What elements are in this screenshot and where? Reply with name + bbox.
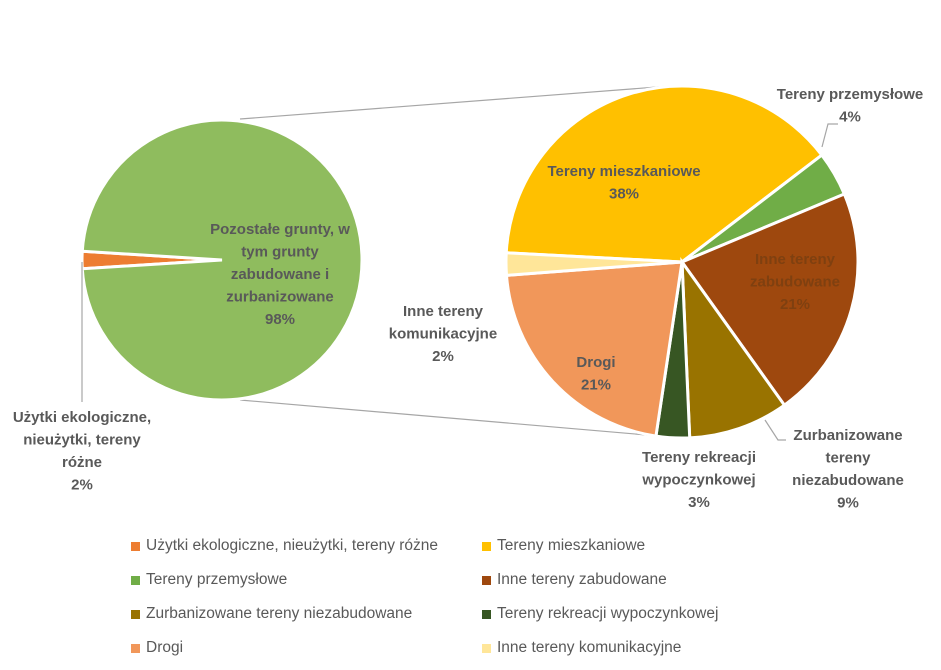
secondary-slice-inne-tereny-zabudowane: [679, 192, 860, 408]
legend-label: Użytki ekologiczne, nieużytki, tereny ró…: [146, 537, 439, 554]
legend-label: Zurbanizowane tereny niezabudowane: [146, 605, 413, 622]
legend-item-inne-tereny-komunikacyjne: Inne tereny komunikacyjne: [482, 639, 681, 657]
secondary-slice-inne-tereny-komunikacyjne: [504, 251, 683, 277]
legend-label: Tereny rekreacji wypoczynkowej: [497, 605, 719, 622]
primary-pie: [80, 118, 364, 402]
legend-swatch: [482, 609, 491, 619]
legend-item-tereny-rekreacji-wypoczynkowej: Tereny rekreacji wypoczynkowej: [482, 605, 718, 623]
connector-line-top: [239, 85, 671, 120]
data-labels: Użytki ekologiczne, nieużytki, tereny różn…: [13, 86, 923, 512]
leader-line-przemyslowe: [821, 123, 838, 148]
secondary-slice-tereny-mieszkaniowe: [504, 84, 824, 264]
legend-swatch: [482, 541, 491, 551]
legend-swatch: [131, 609, 140, 619]
label-tereny-mieszkaniowe: Tereny mieszkaniowe 38%: [547, 163, 700, 203]
legend-item-inne-tereny-zabudowane: Inne tereny zabudowane: [482, 571, 667, 589]
legend-label: Drogi: [146, 639, 184, 656]
secondary-slice-zurbanizowane-tereny-niezabudowane: [680, 257, 787, 440]
leader-lines: [81, 123, 838, 441]
legend-label: Tereny przemysłowe: [146, 571, 288, 588]
label-tereny-rekreacji-wypoczynkowej: Tereny rekreacji wypoczynkowej 3%: [641, 449, 756, 511]
label-pozostale-grunty: Pozostałe grunty, w tym grunty zabudowane …: [210, 221, 350, 328]
label-drogi: Drogi 21%: [576, 354, 615, 394]
legend-item-uzytki-ekologiczne-nieuzytki-tereny-rozne: Użytki ekologiczne, nieużytki, tereny ró…: [131, 537, 438, 555]
legend-swatch: [131, 575, 140, 585]
primary-slice-pozostale-grunty-w-tym-grunty-: [80, 118, 364, 402]
label-uzytki-ekologiczne: Użytki ekologiczne, nieużytki, tereny różn…: [13, 409, 151, 494]
legend-item-zurbanizowane-tereny-niezabudowane: Zurbanizowane tereny niezabudowane: [131, 605, 412, 623]
label-zurbanizowane-tereny-niezabudowane: Zurbanizowane tereny niezabudowane 9%: [792, 427, 904, 512]
legend-item-tereny-mieszkaniowe: Tereny mieszkaniowe: [482, 537, 645, 555]
secondary-slice-drogi: [504, 260, 684, 438]
label-tereny-przemyslowe: Tereny przemysłowe 4%: [777, 86, 923, 126]
connector-lines: [239, 85, 671, 438]
legend-label: Tereny mieszkaniowe: [497, 537, 646, 554]
label-inne-tereny-komunikacyjne: Inne tereny komunikacyjne 2%: [389, 303, 497, 365]
secondary-pie: [504, 84, 860, 440]
legend-label: Inne tereny zabudowane: [497, 571, 667, 588]
legend-label: Inne tereny komunikacyjne: [497, 639, 682, 656]
label-inne-tereny-zabudowane: Inne tereny zabudowane 21%: [750, 251, 840, 313]
leader-line-zurbanizowane: [764, 419, 786, 441]
connector-line-bottom: [239, 399, 671, 438]
legend-swatch: [131, 643, 140, 653]
legend-swatch: [482, 575, 491, 585]
legend-item-drogi: Drogi: [131, 639, 183, 657]
legend-swatch: [482, 643, 491, 653]
legend-item-tereny-przemyslowe: Tereny przemysłowe: [131, 571, 287, 589]
pie-of-pie-chart: Użytki ekologiczne, nieużytki, tereny różn…: [13, 84, 923, 512]
legend-swatch: [131, 541, 140, 551]
